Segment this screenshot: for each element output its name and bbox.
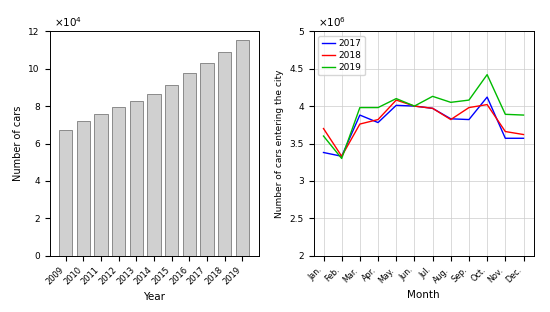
2018 bbox=[430, 106, 436, 110]
Bar bbox=[165, 85, 178, 256]
2018 bbox=[448, 118, 454, 121]
Bar bbox=[59, 130, 72, 256]
2019 bbox=[393, 97, 399, 100]
2017 bbox=[520, 136, 527, 140]
X-axis label: Year: Year bbox=[143, 292, 165, 302]
X-axis label: Month: Month bbox=[407, 290, 440, 300]
Line: 2019: 2019 bbox=[323, 75, 524, 158]
2018 bbox=[393, 98, 399, 102]
2019 bbox=[466, 98, 472, 102]
Bar bbox=[236, 40, 249, 256]
Y-axis label: Number of cars: Number of cars bbox=[13, 106, 23, 181]
Line: 2017: 2017 bbox=[323, 97, 524, 156]
2017 bbox=[338, 154, 345, 158]
Bar bbox=[183, 73, 196, 256]
2018 bbox=[356, 122, 363, 126]
Bar bbox=[112, 107, 125, 256]
2019 bbox=[320, 134, 327, 138]
2018 bbox=[502, 130, 509, 134]
2018 bbox=[466, 106, 472, 110]
2019 bbox=[502, 112, 509, 116]
2018 bbox=[375, 118, 381, 121]
2017 bbox=[430, 106, 436, 110]
Line: 2018: 2018 bbox=[323, 100, 524, 156]
2017 bbox=[502, 136, 509, 140]
2018 bbox=[411, 104, 417, 108]
Bar bbox=[130, 101, 143, 256]
2019 bbox=[411, 104, 417, 108]
2019 bbox=[338, 157, 345, 160]
2018 bbox=[338, 154, 345, 158]
Bar bbox=[200, 63, 213, 256]
2017 bbox=[375, 121, 381, 124]
Y-axis label: Number of cars entering the city: Number of cars entering the city bbox=[275, 69, 284, 218]
Bar bbox=[147, 94, 161, 256]
2019 bbox=[430, 95, 436, 98]
Bar bbox=[95, 114, 108, 256]
2017 bbox=[448, 117, 454, 121]
Legend: 2017, 2018, 2019: 2017, 2018, 2019 bbox=[318, 36, 365, 76]
2017 bbox=[466, 118, 472, 121]
2018 bbox=[320, 127, 327, 130]
2019 bbox=[448, 100, 454, 104]
Text: $\times10^{4}$: $\times10^{4}$ bbox=[54, 15, 82, 29]
Text: $\times10^{6}$: $\times10^{6}$ bbox=[318, 15, 346, 29]
Bar bbox=[218, 52, 232, 256]
Bar bbox=[76, 121, 90, 256]
2019 bbox=[520, 113, 527, 117]
2017 bbox=[356, 113, 363, 117]
2017 bbox=[393, 104, 399, 107]
2019 bbox=[375, 106, 381, 110]
2017 bbox=[320, 151, 327, 154]
2019 bbox=[484, 73, 491, 76]
2017 bbox=[411, 104, 417, 108]
2019 bbox=[356, 106, 363, 110]
2017 bbox=[484, 95, 491, 99]
2018 bbox=[520, 133, 527, 136]
2018 bbox=[484, 103, 491, 106]
